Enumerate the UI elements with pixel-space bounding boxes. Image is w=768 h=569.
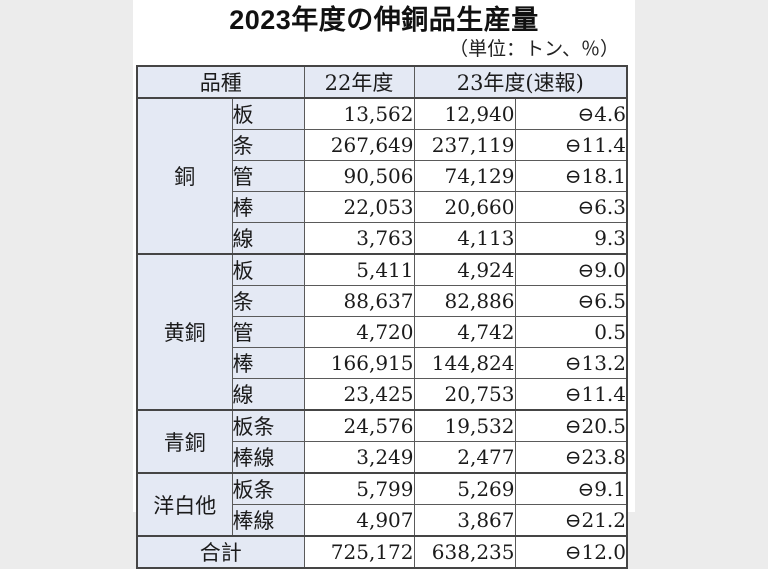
yoy-change: 0.5 xyxy=(514,316,628,348)
fy22-value: 24,576 xyxy=(303,409,415,442)
table-row: 条 267,649 237,119 ⊖11.4 xyxy=(137,129,628,161)
product-type-cell: 管 xyxy=(231,316,305,348)
fy22-value: 5,411 xyxy=(303,253,415,286)
fy23-value: 19,532 xyxy=(413,409,516,442)
product-type-cell: 線 xyxy=(231,378,305,411)
header-kind: 品種 xyxy=(136,65,305,99)
yoy-change: ⊖23.8 xyxy=(514,441,628,474)
fy23-value: 4,113 xyxy=(413,222,516,255)
product-type-cell: 棒線 xyxy=(231,441,305,474)
yoy-change: ⊖6.3 xyxy=(514,191,628,223)
header-fy22: 22年度 xyxy=(303,65,415,99)
yoy-change: 9.3 xyxy=(514,222,628,255)
yoy-change: ⊖4.6 xyxy=(514,97,628,130)
yoy-change: ⊖11.4 xyxy=(514,378,628,411)
fy22-value: 4,720 xyxy=(303,316,415,348)
fy22-value: 23,425 xyxy=(303,378,415,411)
yoy-change: ⊖11.4 xyxy=(514,129,628,161)
fy22-value: 3,763 xyxy=(303,222,415,255)
fy22-value: 88,637 xyxy=(303,285,415,317)
fy23-value: 12,940 xyxy=(413,97,516,130)
table-row: 銅 板 13,562 12,940 ⊖4.6 xyxy=(136,97,628,255)
fy23-value: 4,742 xyxy=(413,316,516,348)
fy23-value: 144,824 xyxy=(413,347,516,379)
yoy-change: ⊖18.1 xyxy=(514,160,628,192)
fy22-value: 4,907 xyxy=(303,504,415,537)
table-row: 線 3,763 4,113 9.3 xyxy=(137,222,628,255)
table-row: 棒線 3,249 2,477 ⊖23.8 xyxy=(137,441,628,474)
total-yoy-change: ⊖12.0 xyxy=(514,535,628,569)
table-row: 棒 22,053 20,660 ⊖6.3 xyxy=(137,191,628,223)
total-fy22-value: 725,172 xyxy=(303,535,415,569)
product-type-cell: 板 xyxy=(231,97,305,130)
product-type-cell: 板 xyxy=(231,253,305,286)
table-row: 洋白他 板条 5,799 5,269 ⊖9.1 xyxy=(136,472,628,537)
yoy-change: ⊖9.0 xyxy=(514,253,628,286)
group-label-bronze: 青銅 xyxy=(136,409,233,474)
product-type-cell: 棒 xyxy=(231,347,305,379)
group-label-nickel-silver: 洋白他 xyxy=(136,472,233,537)
fy23-value: 2,477 xyxy=(413,441,516,474)
product-type-cell: 管 xyxy=(231,160,305,192)
fy23-value: 82,886 xyxy=(413,285,516,317)
yoy-change: ⊖20.5 xyxy=(514,409,628,442)
fy23-value: 20,753 xyxy=(413,378,516,411)
product-type-cell: 棒線 xyxy=(231,504,305,537)
header-fy23: 23年度(速報) xyxy=(413,65,628,99)
fy22-value: 90,506 xyxy=(303,160,415,192)
table-row: 青銅 板条 24,576 19,532 ⊖20.5 xyxy=(136,409,628,474)
product-type-cell: 棒 xyxy=(231,191,305,223)
product-type-cell: 条 xyxy=(231,285,305,317)
fy23-value: 4,924 xyxy=(413,253,516,286)
table-row: 線 23,425 20,753 ⊖11.4 xyxy=(137,378,628,411)
fy23-value: 237,119 xyxy=(413,129,516,161)
fy22-value: 267,649 xyxy=(303,129,415,161)
table-row: 管 90,506 74,129 ⊖18.1 xyxy=(137,160,628,192)
yoy-change: ⊖21.2 xyxy=(514,504,628,537)
table-row: 条 88,637 82,886 ⊖6.5 xyxy=(137,285,628,317)
fy23-value: 74,129 xyxy=(413,160,516,192)
fy23-value: 5,269 xyxy=(413,472,516,505)
table-row: 棒 166,915 144,824 ⊖13.2 xyxy=(137,347,628,379)
fy23-value: 3,867 xyxy=(413,504,516,537)
product-type-cell: 板条 xyxy=(231,409,305,442)
total-fy23-value: 638,235 xyxy=(413,535,516,569)
product-type-cell: 条 xyxy=(231,129,305,161)
yoy-change: ⊖13.2 xyxy=(514,347,628,379)
fy22-value: 13,562 xyxy=(303,97,415,130)
fy22-value: 3,249 xyxy=(303,441,415,474)
total-label: 合計 xyxy=(136,535,305,569)
fy22-value: 22,053 xyxy=(303,191,415,223)
group-label-brass: 黄銅 xyxy=(136,253,233,411)
fy22-value: 5,799 xyxy=(303,472,415,505)
header-row: 品種 22年度 23年度(速報) xyxy=(136,65,628,99)
article-panel: 2023年度の伸銅品生産量 （単位：トン、％） 品種 22年度 23年度(速報)… xyxy=(133,0,635,569)
page-title: 2023年度の伸銅品生産量 xyxy=(229,5,539,35)
yoy-change: ⊖6.5 xyxy=(514,285,628,317)
product-type-cell: 線 xyxy=(231,222,305,255)
table-row: 管 4,720 4,742 0.5 xyxy=(137,316,628,348)
yoy-change: ⊖9.1 xyxy=(514,472,628,505)
unit-note: （単位：トン、％） xyxy=(449,39,619,60)
total-row: 合計 725,172 638,235 ⊖12.0 xyxy=(136,535,628,569)
group-label-copper: 銅 xyxy=(136,97,233,255)
fy22-value: 166,915 xyxy=(303,347,415,379)
table-row: 黄銅 板 5,411 4,924 ⊖9.0 xyxy=(136,253,628,411)
product-type-cell: 板条 xyxy=(231,472,305,505)
production-table: 品種 22年度 23年度(速報) 銅 板 13,562 12,940 ⊖4.6 … xyxy=(136,65,629,569)
fy23-value: 20,660 xyxy=(413,191,516,223)
